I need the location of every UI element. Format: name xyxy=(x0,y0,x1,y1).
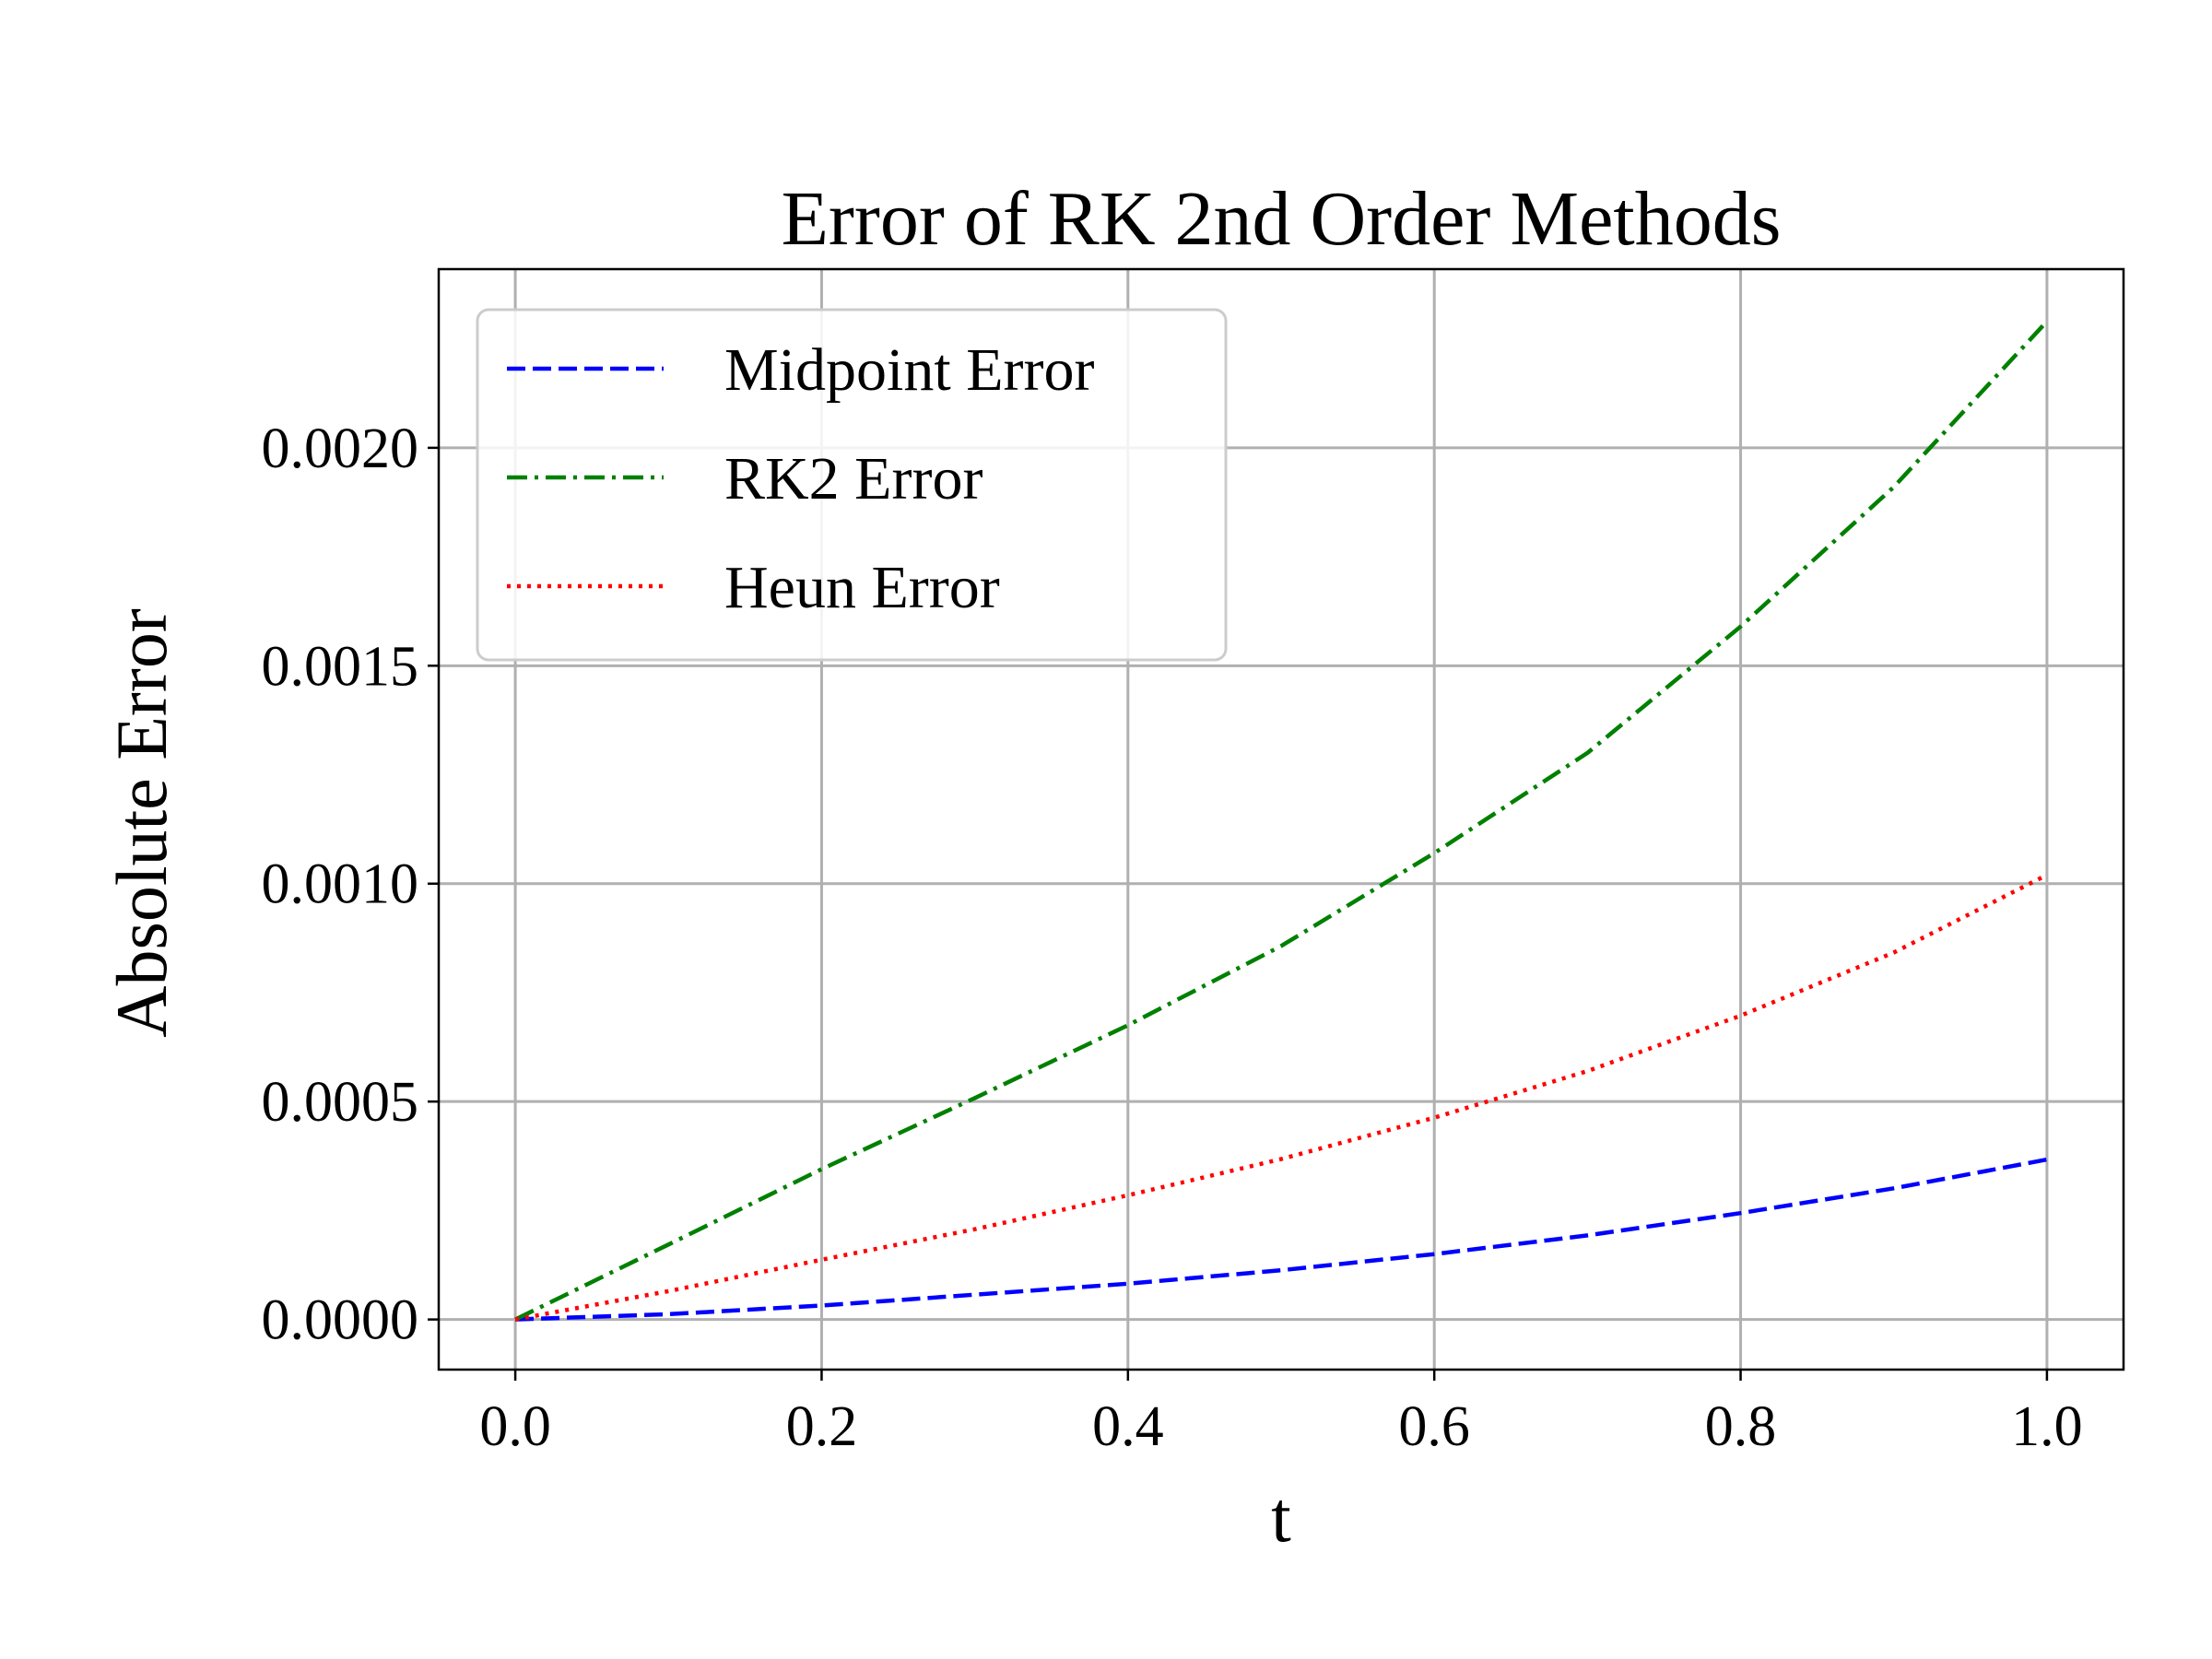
x-tick-label: 0.6 xyxy=(1398,1395,1470,1458)
y-axis-label: Absolute Error xyxy=(101,608,182,1038)
x-tick-label: 0.8 xyxy=(1705,1395,1777,1458)
y-tick-label: 0.0020 xyxy=(262,418,419,480)
x-axis-ticks: 0.0 0.2 0.4 0.6 0.8 1.0 xyxy=(479,1370,2083,1458)
legend: Midpoint Error RK2 Error Heun Error xyxy=(476,308,1228,662)
y-tick-label: 0.0005 xyxy=(262,1071,419,1134)
x-tick-label: 0.2 xyxy=(786,1395,858,1458)
plot-frame xyxy=(437,267,2125,1371)
legend-label: Midpoint Error xyxy=(724,336,1094,404)
legend-label: Heun Error xyxy=(724,554,1000,621)
x-tick-label: 0.0 xyxy=(479,1395,551,1458)
y-tick-label: 0.0010 xyxy=(262,853,419,916)
y-tick-label: 0.0015 xyxy=(262,635,419,698)
series-line-rk2-error xyxy=(514,320,2049,1322)
legend-label: RK2 Error xyxy=(724,445,982,512)
x-axis-label: t xyxy=(1271,1477,1291,1557)
series-line-midpoint-error xyxy=(515,1157,2048,1322)
y-tick-label: 0.0000 xyxy=(262,1289,419,1352)
series-line-heun-error xyxy=(514,873,2048,1322)
y-axis-ticks: 0.0000 0.0005 0.0010 0.0015 0.0020 xyxy=(262,418,439,1352)
legend-box xyxy=(476,308,1228,662)
x-tick-label: 0.4 xyxy=(1092,1395,1164,1458)
chart-title: Error of RK 2nd Order Methods xyxy=(782,176,1782,262)
series-lines xyxy=(514,320,2049,1322)
x-tick-label: 1.0 xyxy=(2011,1395,2083,1458)
